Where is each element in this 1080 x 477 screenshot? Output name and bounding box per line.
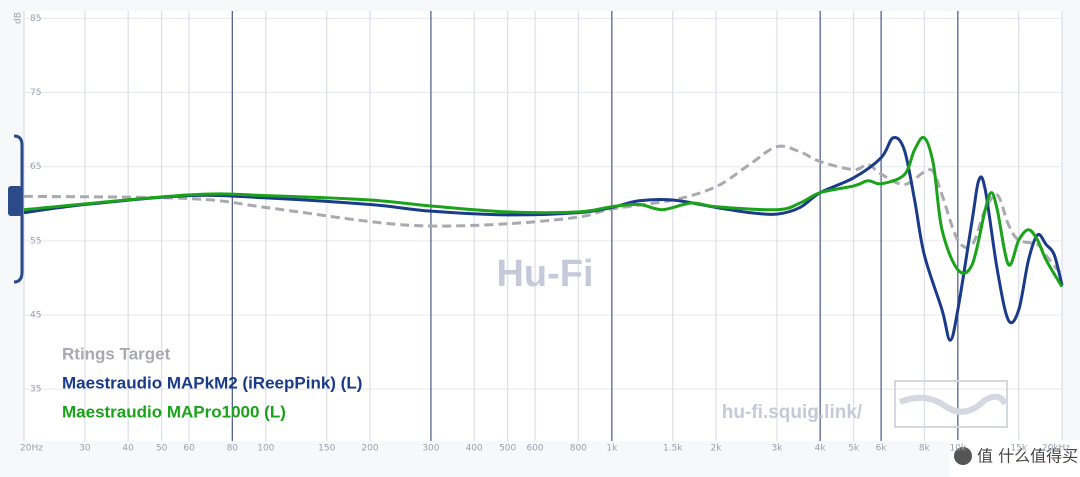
x-tick-label: 150: [318, 444, 335, 454]
y-tick-label: 45: [30, 310, 41, 320]
x-tick-label: 1k: [606, 444, 618, 454]
y-label: dB: [14, 12, 24, 24]
x-tick-label: 3k: [771, 444, 783, 454]
watermark: Hu-Fi: [496, 253, 593, 295]
y-tick-label: 85: [30, 14, 41, 24]
x-tick-label: 20kHz: [1042, 444, 1070, 454]
y-tick-label: 75: [30, 88, 41, 98]
x-tick-label: 300: [422, 444, 439, 454]
y-tick-label: 55: [30, 236, 41, 246]
fr-curve: [23, 135, 1064, 342]
x-tick-label: 2k: [711, 444, 723, 454]
x-tick-label: 50: [156, 444, 168, 454]
legend-entry: Maestraudio MAPkM2 (iReepPink) (L): [62, 373, 362, 392]
curves: [23, 135, 1064, 342]
x-tick-label: 15k: [1010, 444, 1027, 454]
fr-curve: [23, 144, 1064, 276]
x-tick-label: 100: [257, 444, 274, 454]
x-tick-label: 8k: [919, 444, 931, 454]
x-tick-label: 400: [466, 444, 483, 454]
slider: [8, 134, 24, 284]
x-tick-label: 20Hz: [20, 444, 43, 454]
legend-entry: Rtings Target: [62, 344, 171, 363]
logo-icon: [954, 447, 972, 465]
site-watermark: 值 什么值得买: [977, 447, 1078, 466]
fr-curve: [23, 135, 1064, 288]
x-tick-label: 600: [526, 444, 543, 454]
x-tick-label: 5k: [848, 444, 860, 454]
x-tick-label: 4k: [815, 444, 827, 454]
watermark-url: hu-fi.squig.link/: [722, 402, 863, 423]
grid: [23, 11, 1063, 441]
x-tick-label: 10k: [950, 444, 967, 454]
x-tick-label: 800: [570, 444, 587, 454]
y-tick-label: 65: [30, 162, 41, 172]
x-tick-label: 500: [499, 444, 516, 454]
plot-area: [24, 11, 1062, 441]
x-tick-label: 6k: [876, 444, 888, 454]
x-tick-label: 40: [122, 444, 134, 454]
x-tick-label: 200: [361, 444, 378, 454]
x-tick-label: 1.5k: [663, 444, 683, 454]
y-tick-label: 35: [30, 385, 41, 395]
logo-bg: [950, 440, 1080, 477]
x-tick-label: 80: [227, 444, 239, 454]
watermark-logo: [894, 380, 1008, 428]
legend-entry: Maestraudio MAPro1000 (L): [62, 402, 286, 421]
x-tick-label: 30: [79, 444, 91, 454]
x-tick-label: 60: [183, 444, 195, 454]
